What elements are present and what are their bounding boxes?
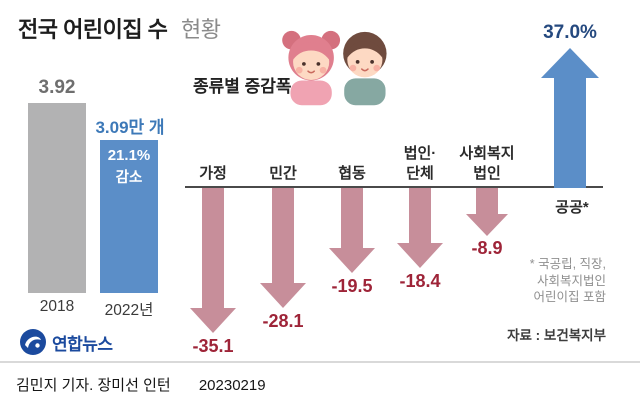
arrow-shaft [341,188,363,248]
baseline [185,186,603,188]
up-arrow [541,48,599,188]
arrow-head [397,243,443,268]
arrow-shaft [476,188,498,214]
down-arrow [397,188,443,268]
divider [0,361,640,363]
decline-value-private: -28.1 [262,311,304,331]
title-sub: 현황 [181,17,221,42]
footnote-line: 사회복지법인 [536,273,606,288]
byline-reporters: 김민지 기자. 장미선 인턴 [16,377,171,394]
decline-value-corporate: -18.4 [399,271,441,291]
arrow-shaft [272,188,294,283]
down-arrow [329,188,375,273]
arrow-shaft [409,188,431,243]
category-label-line: 협동 [338,165,366,182]
byline: 김민지 기자. 장미선 인턴 20230219 [16,374,266,395]
category-label-home: 가정 [168,136,258,184]
byline-date: 20230219 [198,377,266,394]
category-label-social-welfare: 사회복지 법인 [442,136,532,184]
down-arrow [190,188,236,333]
category-label-line: 가정 [199,165,227,182]
decline-value-coop: -19.5 [331,276,373,296]
section-title: 종류별 증감폭 [193,77,292,96]
decline-value-home: -35.1 [192,336,234,356]
decline-value-social-welfare: -8.9 [471,238,503,258]
category-label-line: 사회복지 [459,145,515,162]
footnote-line: * 국공립, 직장, [529,257,606,271]
arrow-head [190,308,236,333]
bar-value-2018: 3.92 [38,77,76,98]
arrow-head [466,214,508,236]
footnote: * 국공립, 직장, 사회복지법인 어린이집 포함 [530,256,606,306]
category-label-line: 단체 [406,165,434,182]
title-main: 전국 어린이집 수 [18,17,168,42]
category-label-line: 민간 [269,165,297,182]
axis-label-2018: 2018 [39,298,75,315]
arrow-shaft [202,188,224,308]
arrow-shaft [554,78,586,188]
children-illustration [282,30,387,106]
source-credit: 자료 : 보건복지부 [507,328,606,343]
arrow-head [260,283,306,308]
axis-label-2022: 2022년 [104,302,154,319]
public-increase-value: 37.0% [543,22,597,43]
footnote-line: 어린이집 포함 [533,290,606,304]
yonhap-logo-text: 연합뉴스 [52,334,113,354]
yonhap-logo-icon [20,329,46,355]
category-label-private: 민간 [238,136,328,184]
down-arrow [464,188,510,236]
arrow-head [329,248,375,273]
arrow-head [541,48,599,78]
yonhap-logo: 연합뉴스 [20,329,113,355]
category-label-coop: 협동 [307,136,397,184]
bar-2022-decline-percent: 21.1% [107,147,151,164]
bar-value-2022: 3.09만 개 [95,118,165,137]
down-arrow [260,188,306,308]
bar-2018 [28,103,86,293]
category-label-corporate: 법인· 단체 [375,136,465,184]
page-title: 전국 어린이집 수 현황 [18,12,221,44]
bar-2022-decline-label: 감소 [115,170,143,186]
category-label-public: 공공* [555,199,589,216]
bar-2022 [100,140,158,293]
category-label-line: 법인 [473,165,501,182]
category-label-line: 법인· [403,145,437,162]
